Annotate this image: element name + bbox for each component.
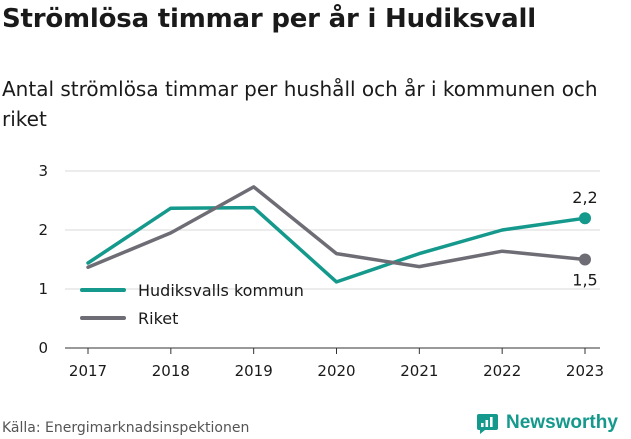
y-tick-label: 0 bbox=[38, 339, 48, 357]
newsworthy-logo-icon bbox=[477, 413, 498, 434]
y-tick-label: 3 bbox=[38, 162, 48, 180]
x-tick-label: 2017 bbox=[69, 362, 107, 380]
line-chart: 0 1 2 3 2017 2018 2019 2020 2021 2022 2023 2,2 1,5 Hu… bbox=[38, 162, 604, 380]
x-tick-label: 2022 bbox=[483, 362, 521, 380]
chart-title: Strömlösa timmar per år i Hudiksvall bbox=[2, 4, 536, 34]
x-tick-label: 2020 bbox=[317, 362, 355, 380]
x-tick-label: 2023 bbox=[566, 362, 604, 380]
x-tick-label: 2019 bbox=[235, 362, 273, 380]
series-line-hudiksvall bbox=[86, 205, 587, 284]
x-tick-label: 2021 bbox=[400, 362, 438, 380]
chart-subtitle: Antal strömlösa timmar per hushåll och å… bbox=[2, 77, 598, 131]
x-tick-label: 2018 bbox=[152, 362, 190, 380]
data-label: 2,2 bbox=[572, 188, 597, 207]
y-tick-label: 1 bbox=[38, 280, 48, 298]
source-note: Källa: Energimarknadsinspektionen bbox=[2, 420, 250, 436]
legend-label: Hudiksvalls kommun bbox=[138, 281, 304, 300]
series-end-point bbox=[579, 212, 591, 225]
brand-logo: Newsworthy bbox=[476, 409, 618, 437]
legend-label: Riket bbox=[138, 309, 178, 328]
series-end-point bbox=[579, 253, 591, 266]
data-label: 1,5 bbox=[572, 271, 597, 290]
y-tick-label: 2 bbox=[38, 221, 48, 239]
series-line-riket bbox=[86, 185, 587, 269]
brand-name: Newsworthy bbox=[506, 412, 618, 433]
